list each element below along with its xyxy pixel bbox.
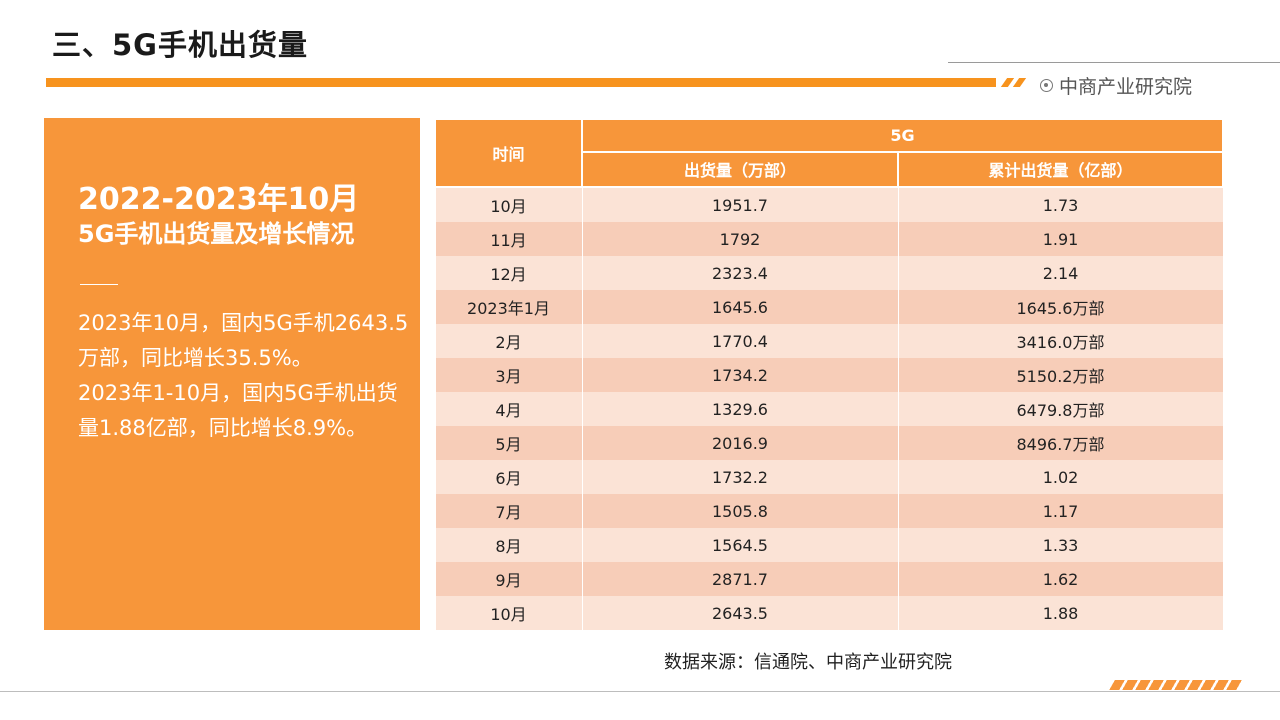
header-5g-group: 5G — [580, 118, 1225, 153]
cell-time: 9月 — [434, 562, 583, 596]
cell-time: 12月 — [434, 256, 583, 290]
cell-time: 2023年1月 — [434, 290, 583, 324]
accent-stripe — [1012, 78, 1027, 87]
cell-shipment: 2323.4 — [581, 256, 899, 290]
footer-line — [0, 691, 1280, 692]
cell-time: 3月 — [434, 358, 583, 392]
table-row: 8月 1564.5 1.33 — [434, 528, 1224, 562]
cell-time: 8月 — [434, 528, 583, 562]
cell-shipment: 1770.4 — [581, 324, 899, 358]
table-row: 4月 1329.6 6479.8万部 — [434, 392, 1224, 426]
cell-cumulative: 1.62 — [897, 562, 1224, 596]
cell-shipment: 1951.7 — [581, 187, 899, 222]
cell-shipment: 1505.8 — [581, 494, 899, 528]
cell-shipment: 1732.2 — [581, 460, 899, 494]
table-row: 10月 2643.5 1.88 — [434, 596, 1224, 630]
table-row: 3月 1734.2 5150.2万部 — [434, 358, 1224, 392]
table-row: 2月 1770.4 3416.0万部 — [434, 324, 1224, 358]
cell-time: 7月 — [434, 494, 583, 528]
cell-cumulative: 1.73 — [897, 187, 1224, 222]
header-divider-line — [948, 62, 1280, 63]
brand-logo: 中商产业研究院 — [1040, 72, 1192, 99]
panel-heading-period: 2022-2023年10月 — [78, 182, 360, 217]
table-row: 9月 2871.7 1.62 — [434, 562, 1224, 596]
cell-cumulative: 1.02 — [897, 460, 1224, 494]
data-source-note: 数据来源：信通院、中商产业研究院 — [664, 652, 952, 673]
header-shipment: 出货量（万部） — [581, 150, 899, 189]
cell-shipment: 2016.9 — [581, 426, 899, 460]
cell-time: 4月 — [434, 392, 583, 426]
cell-shipment: 2871.7 — [581, 562, 899, 596]
title-underline-bar — [46, 78, 996, 87]
cell-time: 5月 — [434, 426, 583, 460]
cell-cumulative: 5150.2万部 — [897, 358, 1224, 392]
cell-cumulative: 1.17 — [897, 494, 1224, 528]
shipment-table: 时间 5G 出货量（万部） 累计出货量（亿部） 10月 1951.7 1.73 11月… — [434, 118, 1225, 630]
footer-accent-stripes — [1109, 680, 1243, 690]
cell-cumulative: 8496.7万部 — [897, 426, 1224, 460]
panel-divider — [80, 284, 118, 285]
panel-paragraph-cumulative: 2023年1-10月，国内5G手机出货量1.88亿部，同比增长8.9%。 — [78, 381, 398, 440]
cell-time: 10月 — [434, 187, 583, 222]
cell-shipment: 1734.2 — [581, 358, 899, 392]
cell-cumulative: 1645.6万部 — [897, 290, 1224, 324]
cell-time: 2月 — [434, 324, 583, 358]
panel-body-text: 2023年10月，国内5G手机2643.5万部，同比增长35.5%。 2023年… — [78, 306, 414, 446]
cell-cumulative: 1.91 — [897, 222, 1224, 256]
target-icon — [1040, 79, 1053, 92]
cell-time: 11月 — [434, 222, 583, 256]
cell-shipment: 1792 — [581, 222, 899, 256]
table-row: 7月 1505.8 1.17 — [434, 494, 1224, 528]
cell-time: 10月 — [434, 596, 583, 630]
cell-cumulative: 6479.8万部 — [897, 392, 1224, 426]
table-row: 10月 1951.7 1.73 — [434, 187, 1224, 222]
cell-cumulative: 3416.0万部 — [897, 324, 1224, 358]
panel-paragraph-monthly: 2023年10月，国内5G手机2643.5万部，同比增长35.5%。 — [78, 311, 409, 370]
table-row: 2023年1月 1645.6 1645.6万部 — [434, 290, 1224, 324]
table-row: 6月 1732.2 1.02 — [434, 460, 1224, 494]
cell-cumulative: 2.14 — [897, 256, 1224, 290]
table-row: 5月 2016.9 8496.7万部 — [434, 426, 1224, 460]
cell-time: 6月 — [434, 460, 583, 494]
header-time: 时间 — [434, 118, 583, 188]
cell-cumulative: 1.33 — [897, 528, 1224, 562]
panel-heading-subject: 5G手机出货量及增长情况 — [78, 220, 355, 248]
cell-cumulative: 1.88 — [897, 596, 1224, 630]
cell-shipment: 1645.6 — [581, 290, 899, 324]
cell-shipment: 2643.5 — [581, 596, 899, 630]
header-cumulative: 累计出货量（亿部） — [896, 150, 1225, 189]
page-title: 三、5G手机出货量 — [52, 28, 308, 62]
summary-panel: 2022-2023年10月 5G手机出货量及增长情况 2023年10月，国内5G… — [44, 118, 420, 630]
table-row: 12月 2323.4 2.14 — [434, 256, 1224, 290]
cell-shipment: 1564.5 — [581, 528, 899, 562]
cell-shipment: 1329.6 — [581, 392, 899, 426]
brand-name: 中商产业研究院 — [1059, 76, 1193, 98]
table-row: 11月 1792 1.91 — [434, 222, 1224, 256]
